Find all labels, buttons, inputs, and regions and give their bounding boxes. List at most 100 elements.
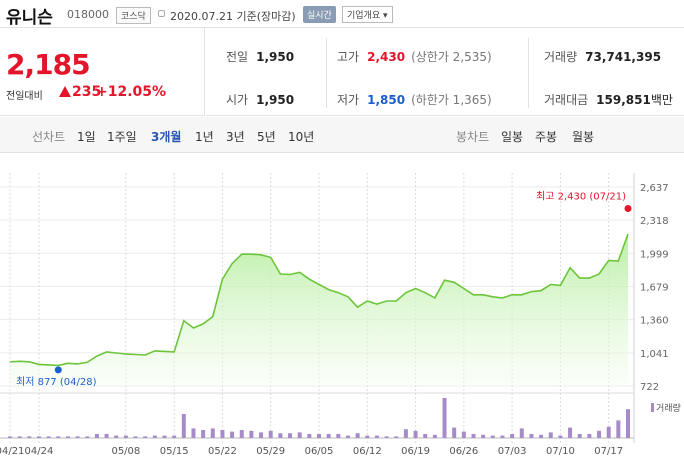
volume-bar [558,435,563,438]
divider [528,38,529,108]
as-of-date: 2020.07.21 기준(장마감) [170,10,296,23]
volume-bar [548,432,553,438]
stat-label: 고가 [337,50,360,64]
stat-label: 전일 [226,50,249,64]
x-tick-label: 05/22 [208,446,237,457]
volume-bar [36,436,41,438]
y-tick-label: 722 [640,382,659,393]
stat-value: 2,430 [367,50,406,64]
volume-bar [317,434,321,438]
volume-bar [123,435,128,438]
stat-label: 거래량 [544,50,578,64]
stat-value: 1,950 [256,50,295,64]
stat-sub: (상한가 2,535) [411,50,492,64]
stat-value: 159,851 [596,93,651,107]
volume-bar [626,409,630,438]
volume-bar [568,427,573,438]
period-tabs: 선차트 1일 1주일 3개월 1년 3년 5년 10년 봉차트 일봉 주봉 월봉 [0,117,684,153]
up-triangle-icon [59,86,71,97]
volume-bar [191,428,196,438]
volume-bar [432,434,437,438]
tab-1d[interactable]: 1일 [77,130,96,144]
candle-chart-label: 봉차트 [456,130,490,144]
volume-bar [490,435,495,438]
volume-legend: 거래량 [656,402,681,414]
stat-label: 저가 [337,93,360,107]
volume-bar [307,434,312,438]
company-overview-dropdown[interactable]: 기업개요 ▾ [342,6,393,23]
volume-bar [152,435,157,438]
volume-bar [403,429,408,438]
tab-1w[interactable]: 1주일 [107,130,137,144]
tab-3y[interactable]: 3년 [226,130,245,144]
volume-bar [239,430,244,438]
volume-bar [519,428,524,438]
tab-weekly[interactable]: 주봉 [535,130,558,144]
x-tick-label: 06/12 [353,446,382,457]
volume-bar [75,436,80,438]
stat-value: 1,950 [256,93,295,107]
stat-low: 저가 1,850 (하한가 1,365) [337,91,492,108]
tab-1y[interactable]: 1년 [195,130,214,144]
volume-bar [143,436,148,438]
stat-amount: 거래대금 159,851백만 [544,91,673,108]
realtime-button[interactable]: 실시간 [303,6,336,23]
x-tick-label: 05/29 [256,446,285,457]
x-tick-label: 06/19 [401,446,430,457]
stock-title-row: 유니슨 018000 코스닥 2020.07.21 기준(장마감) 실시간 기업… [0,0,684,28]
x-tick-label: 07/17 [594,446,623,457]
volume-bar [104,434,109,438]
volume-bar [452,427,457,438]
tab-daily[interactable]: 일봉 [501,130,524,144]
divider [326,38,327,108]
tab-10y[interactable]: 10년 [288,130,315,144]
tab-3m[interactable]: 3개월 [151,130,182,144]
volume-bar [374,435,379,438]
price-block: 2,185 전일대비 235 +12.05% [0,28,205,116]
market-badge: 코스닥 [116,7,151,24]
volume-bar [288,433,293,438]
volume-bar [394,436,399,438]
y-tick-label: 1,360 [640,316,669,327]
stat-sub: (하한가 1,365) [411,93,492,107]
volume-bar [365,435,370,438]
volume-bar [230,431,235,438]
stat-value: 73,741,395 [585,50,662,64]
stat-high: 고가 2,430 (상한가 2,535) [337,48,492,65]
volume-bar [201,430,206,438]
volume-bar [46,436,51,438]
stat-open: 시가 1,950 [226,91,294,108]
volume-bar [539,434,544,438]
volume-bar [268,430,273,438]
volume-bar [172,435,177,438]
volume-bar [413,430,418,438]
volume-bar [297,432,302,438]
stat-unit: 백만 [650,93,673,107]
volume-bar [133,436,138,438]
volume-bar [259,432,264,438]
volume-bar [587,434,592,438]
volume-bar [442,398,447,438]
tab-monthly[interactable]: 월봉 [572,130,595,144]
volume-bar [326,434,331,438]
volume-bar [27,436,32,438]
volume-bar [384,436,389,438]
x-tick-label: 04/24 [25,446,54,457]
low-marker [54,366,62,374]
volume-bar [471,434,476,438]
volume-bar [56,436,61,438]
volume-bar [461,431,466,438]
volume-bar [510,434,515,438]
volume-bar [606,426,611,438]
volume-bar [114,435,119,438]
volume-bar [481,434,486,438]
stat-prev-close: 전일 1,950 [226,48,294,65]
x-tick-label: 05/15 [160,446,189,457]
x-tick-label: 07/03 [498,446,527,457]
tab-5y[interactable]: 5년 [257,130,276,144]
stat-volume: 거래량 73,741,395 [544,48,661,65]
volume-bar [249,430,254,438]
volume-bar [355,433,360,438]
x-tick-label: 07/10 [546,446,575,457]
